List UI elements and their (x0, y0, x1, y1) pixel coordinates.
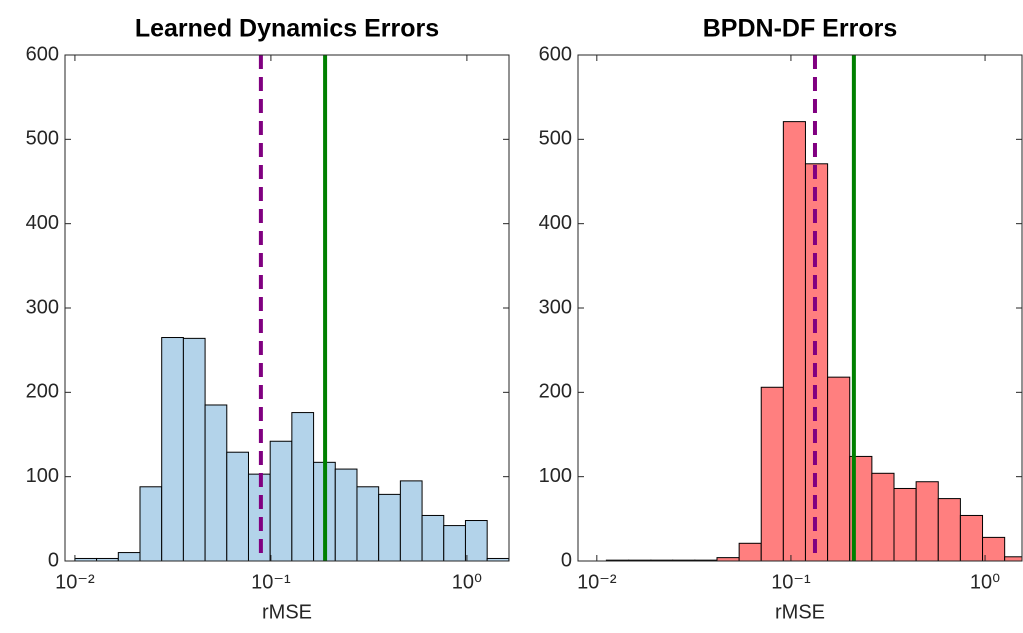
bar (356, 486, 380, 561)
bar (827, 376, 851, 561)
bar (117, 552, 141, 561)
bar (399, 480, 423, 561)
bar (139, 486, 163, 561)
y-tick-label: 100 (539, 465, 572, 487)
bar (226, 451, 249, 561)
plot-area (605, 55, 1022, 561)
y-tick-label: 200 (539, 381, 572, 403)
chart-title: Learned Dynamics Errors (135, 15, 439, 43)
y-tick-label: 500 (539, 128, 572, 150)
x-axis-label: rMSE (775, 601, 825, 623)
bar (982, 536, 1006, 561)
y-tick-label: 400 (539, 212, 572, 234)
bar (959, 514, 984, 561)
bar (1004, 556, 1022, 561)
chart-title: BPDN-DF Errors (703, 15, 897, 43)
bar (937, 498, 961, 561)
y-tick-label: 600 (26, 43, 59, 65)
bar (204, 404, 228, 561)
y-tick-label: 600 (539, 43, 572, 65)
bar (334, 468, 358, 561)
y-tick-label: 100 (26, 465, 59, 487)
bar (782, 121, 806, 561)
bar (182, 337, 206, 561)
y-tick-label: 300 (539, 296, 572, 318)
bar (464, 520, 488, 561)
bar (443, 525, 466, 561)
bar (893, 487, 917, 561)
bar (378, 493, 401, 561)
x-tick-label: 10⁻¹ (771, 571, 811, 593)
bar (291, 412, 315, 561)
bar (421, 514, 445, 561)
y-tick-label: 300 (26, 296, 59, 318)
bar (915, 481, 939, 561)
y-tick-label: 400 (26, 212, 59, 234)
x-tick-label: 10⁻¹ (251, 571, 291, 593)
bar (760, 386, 784, 561)
bar (871, 472, 895, 561)
x-tick-label: 10⁻² (55, 571, 95, 593)
y-tick-label: 0 (561, 549, 572, 571)
y-tick-label: 200 (26, 381, 59, 403)
x-tick-label: 10⁰ (970, 571, 1000, 593)
bar (738, 542, 762, 561)
bar (716, 557, 740, 561)
x-tick-label: 10⁻² (577, 571, 617, 593)
bar (161, 337, 184, 561)
y-tick-label: 0 (48, 549, 59, 571)
x-tick-label: 10⁰ (452, 571, 482, 593)
y-tick-label: 500 (26, 128, 59, 150)
x-axis-label: rMSE (262, 601, 312, 623)
plot-area (74, 55, 509, 561)
bar (269, 440, 293, 561)
